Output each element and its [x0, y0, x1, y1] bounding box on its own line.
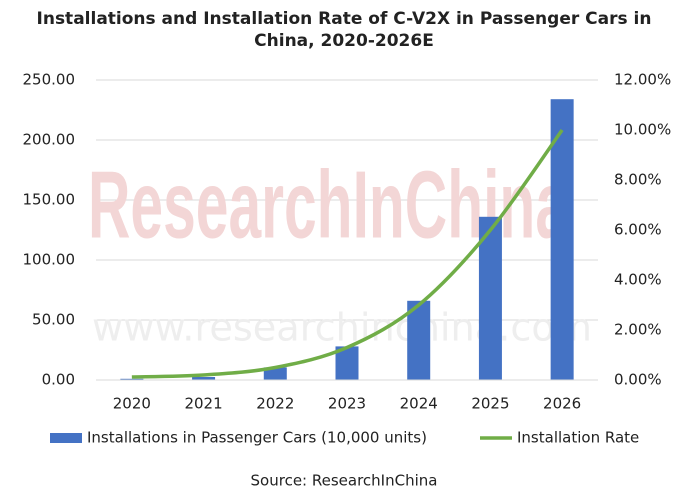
bar — [120, 378, 144, 380]
y2-tick-label: 4.00% — [614, 271, 662, 289]
y-tick-label: 200.00 — [23, 131, 76, 149]
source: Source: ResearchInChina — [251, 472, 438, 490]
y2-tick-label: 0.00% — [614, 371, 662, 389]
bar — [192, 377, 216, 380]
x-tick-label: 2020 — [113, 395, 151, 413]
x-tick-label: 2025 — [471, 395, 509, 413]
bar — [407, 300, 431, 380]
watermark-url: www.researchinchina.com — [92, 306, 592, 350]
x-tick-label: 2024 — [400, 395, 438, 413]
y2-tick-label: 8.00% — [614, 171, 662, 189]
y-tick-label: 0.00 — [42, 371, 75, 389]
legend-label: Installation Rate — [517, 429, 639, 447]
y-tick-label: 250.00 — [23, 71, 76, 89]
y2-tick-label: 2.00% — [614, 321, 662, 339]
y2-tick-label: 6.00% — [614, 221, 662, 239]
line — [131, 128, 564, 379]
bar — [478, 216, 502, 380]
bar — [263, 367, 287, 380]
y-tick-label: 100.00 — [23, 251, 76, 269]
title-line: China, 2020-2026E — [254, 31, 434, 51]
x-tick-label: 2021 — [184, 395, 222, 413]
y2-tick-label: 12.00% — [614, 71, 671, 89]
legend-label: Installations in Passenger Cars (10,000 … — [87, 429, 427, 447]
y-tick-label: 150.00 — [23, 191, 76, 209]
bar — [550, 99, 574, 380]
x-tick-label: 2023 — [328, 395, 366, 413]
chart-title: Installations and Installation Rate of C… — [37, 9, 652, 51]
legend-swatch — [50, 433, 82, 443]
x-tick-label: 2022 — [256, 395, 294, 413]
bar — [335, 346, 359, 380]
x-tick-label: 2026 — [543, 395, 581, 413]
y2-tick-label: 10.00% — [614, 121, 671, 139]
y-tick-label: 50.00 — [32, 311, 75, 329]
title-line: Installations and Installation Rate of C… — [37, 9, 652, 29]
